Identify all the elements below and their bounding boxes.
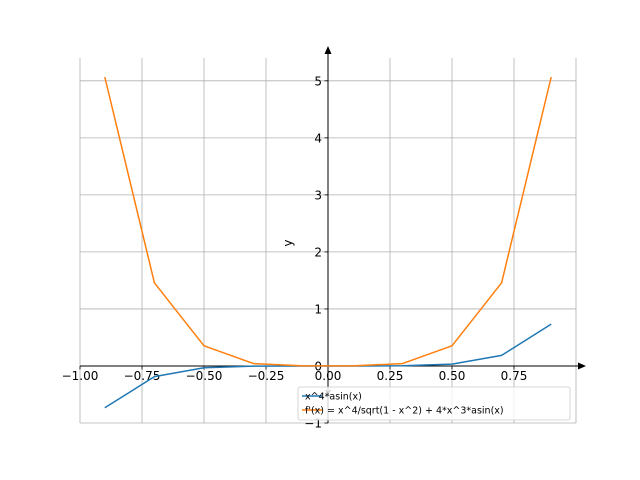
series-lines — [104, 76, 552, 409]
x-tick-label: 0.75 — [501, 369, 528, 383]
y-tick-label: 2 — [314, 245, 322, 259]
y-tick-label: 5 — [314, 74, 322, 88]
y-axis-label: y — [281, 239, 295, 246]
y-axis-arrow — [324, 46, 332, 54]
legend: x^4*asin(x) f'(x) = x^4/sqrt(1 - x^2) + 4… — [297, 386, 571, 421]
x-tick-label: 0.00 — [315, 369, 342, 383]
legend-box — [297, 386, 571, 421]
x-tick-label: 0.25 — [377, 369, 404, 383]
series-line-2 — [104, 76, 552, 367]
y-tick-label: 4 — [314, 131, 322, 145]
y-tick-label: 1 — [314, 302, 322, 316]
ticks: −1.00 −0.75 −0.50 −0.25 0.00 0.25 0.50 0.75−101… — [62, 74, 528, 430]
x-tick-label: −1.00 — [62, 369, 99, 383]
x-tick-label: 0.50 — [439, 369, 466, 383]
legend-items: x^4*asin(x) f'(x) = x^4/sqrt(1 - x^2) + 4… — [302, 392, 504, 417]
x-axis-arrow — [578, 362, 586, 370]
x-tick-label: −0.50 — [186, 369, 223, 383]
legend-label-2: f'(x) = x^4/sqrt(1 - x^2) + 4*x^3*asin(x… — [305, 406, 504, 417]
y-tick-label: 3 — [314, 188, 322, 202]
legend-label-1: x^4*asin(x) — [305, 392, 362, 403]
x-tick-label: −0.25 — [248, 369, 285, 383]
